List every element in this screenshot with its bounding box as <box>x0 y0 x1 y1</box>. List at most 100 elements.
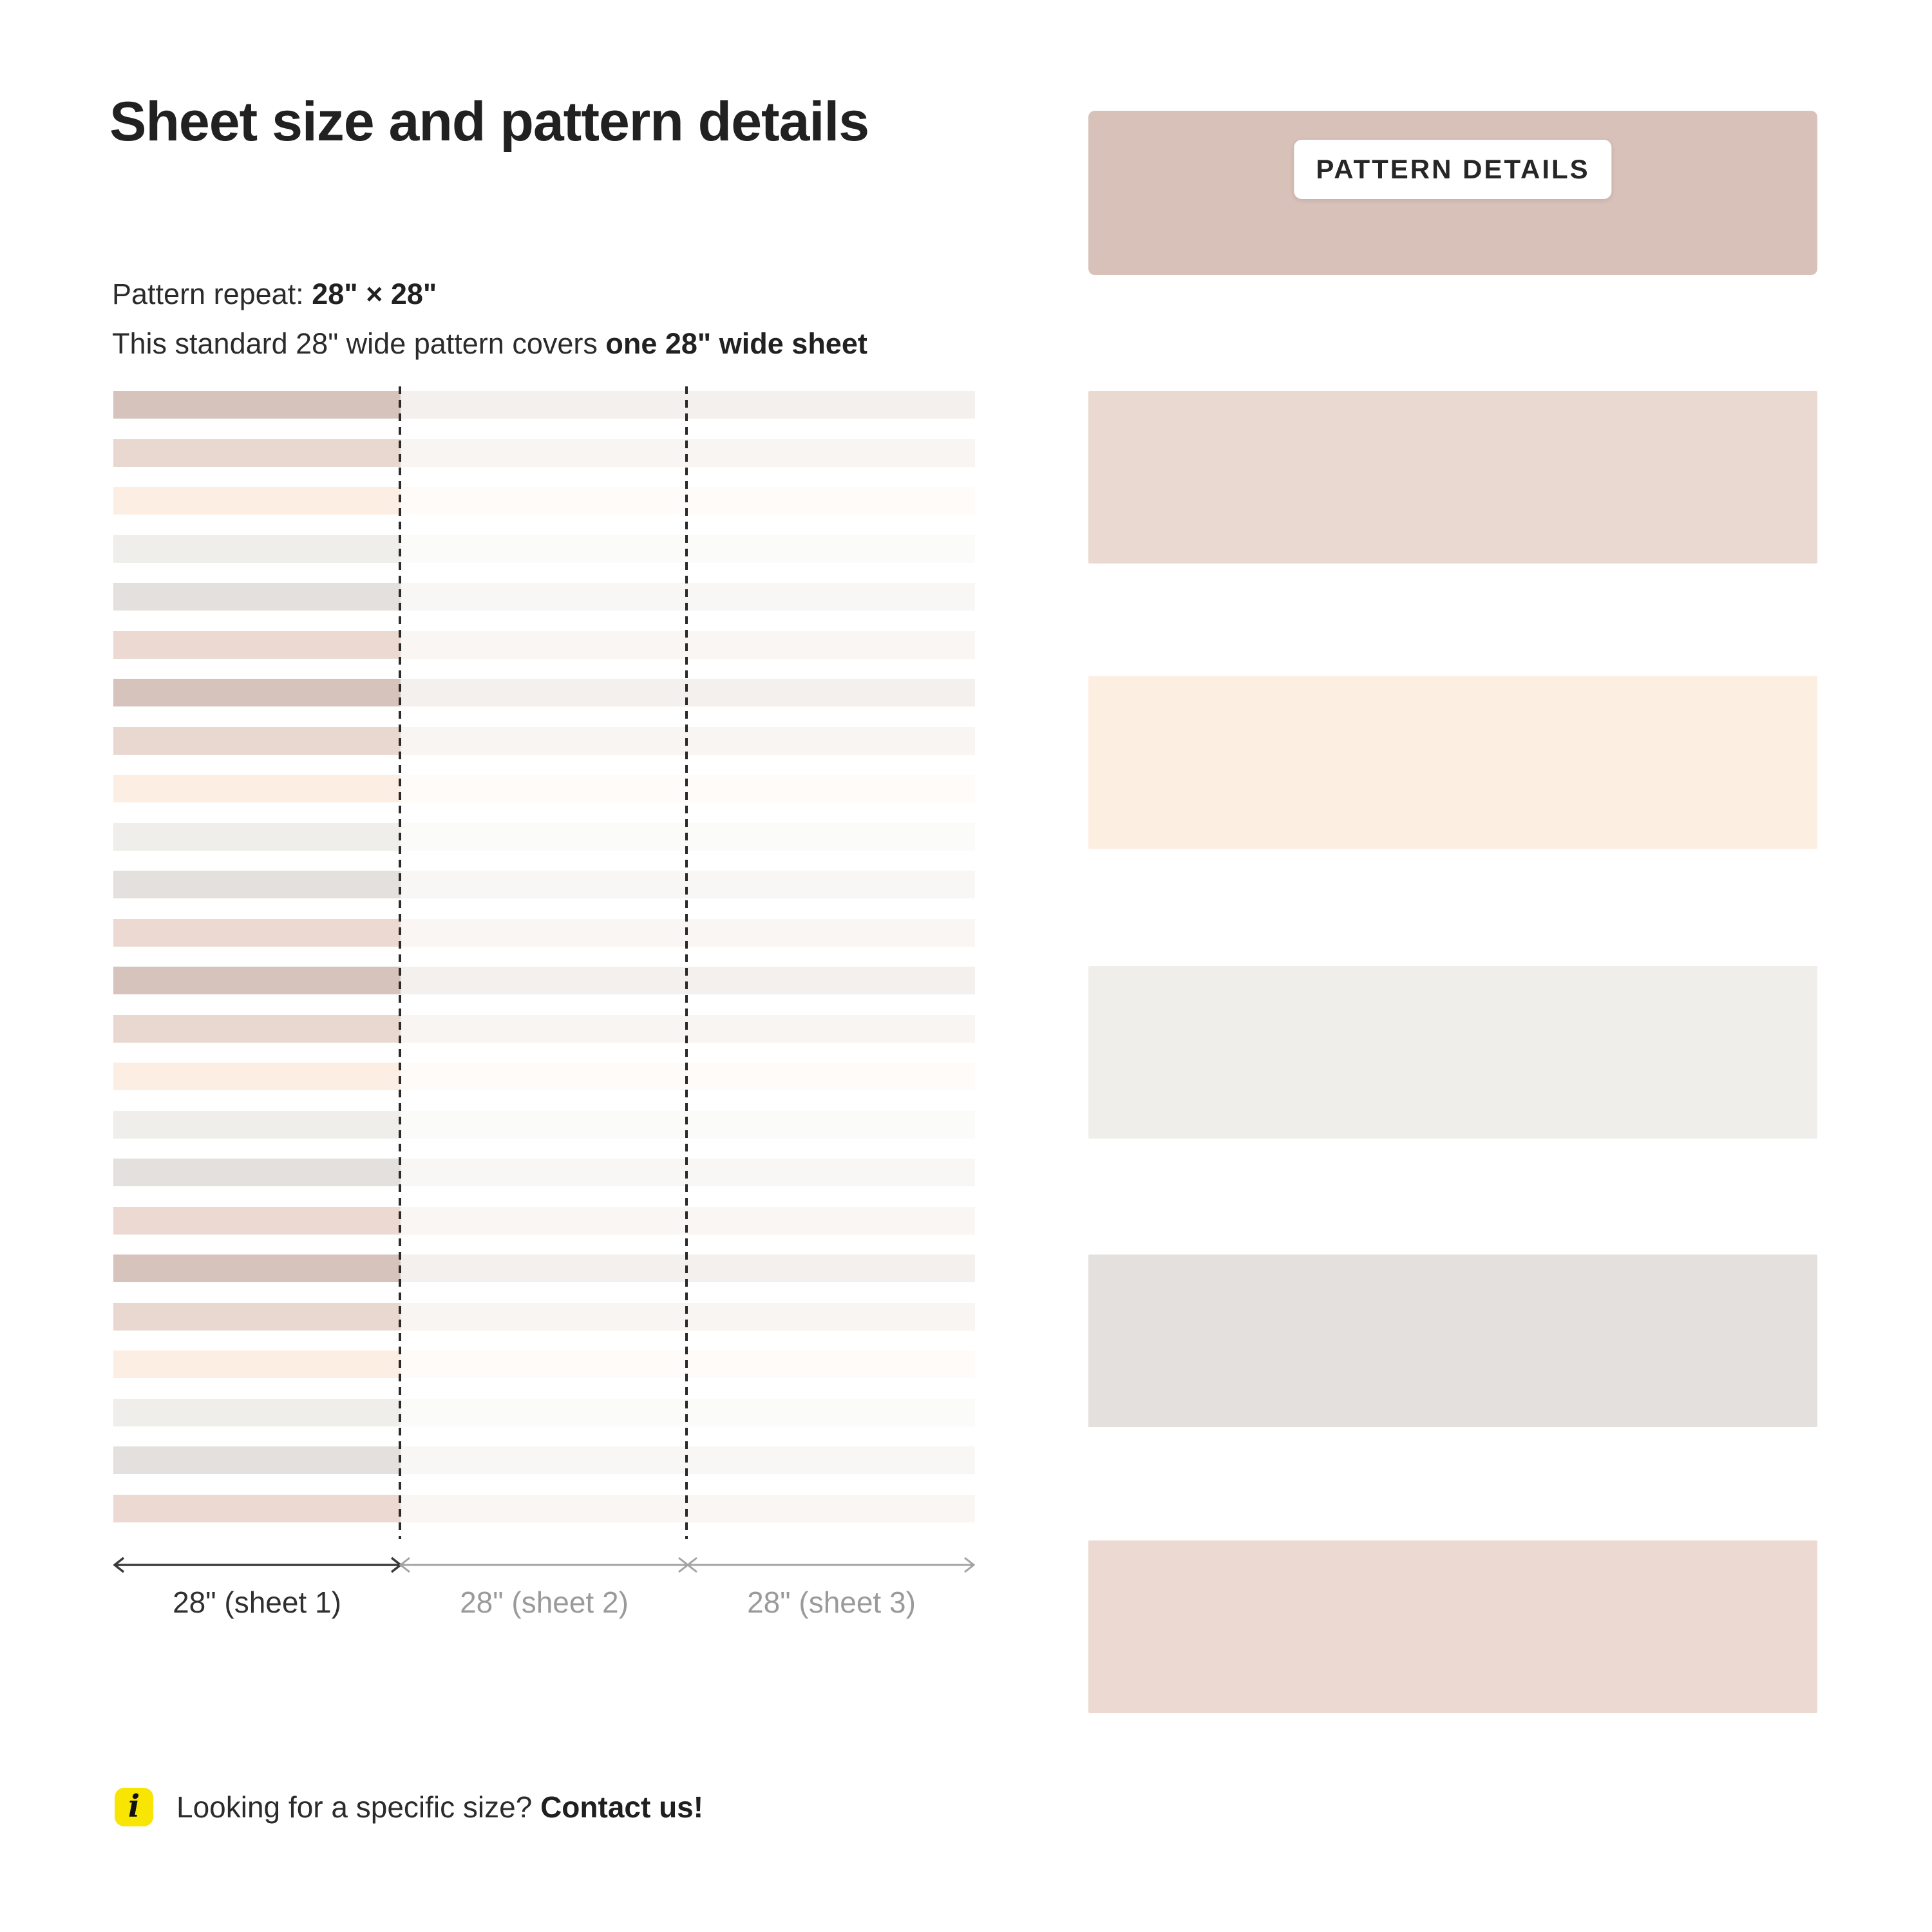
stripe-segment-sheet-2 <box>401 535 688 563</box>
pattern-stripe-row <box>113 1014 975 1043</box>
stripe-segment-sheet-1 <box>113 1350 401 1378</box>
stripe-segment-sheet-2 <box>401 1494 688 1522</box>
color-swatch-4 <box>1088 1255 1817 1427</box>
sheet-1-width-label: 28" (sheet 1) <box>173 1586 341 1619</box>
stripe-segment-sheet-3 <box>688 487 975 515</box>
coverage-line: This standard 28" wide pattern covers on… <box>112 329 867 358</box>
pattern-stripe-row <box>113 487 975 515</box>
stripe-segment-sheet-1 <box>113 439 401 467</box>
stripe-segment-sheet-1 <box>113 583 401 611</box>
coverage-value: one 28" wide sheet <box>605 327 867 360</box>
stripe-segment-sheet-1 <box>113 679 401 706</box>
stripe-segment-sheet-1 <box>113 1398 401 1426</box>
stripe-segment-sheet-3 <box>688 1110 975 1139</box>
coverage-label: This standard 28" wide pattern covers <box>112 327 606 360</box>
pattern-details-band: PATTERN DETAILS <box>1088 111 1817 275</box>
stripe-segment-sheet-1 <box>113 1159 401 1186</box>
stripe-segment-sheet-3 <box>688 583 975 611</box>
color-swatch-3 <box>1088 966 1817 1139</box>
stripe-segment-sheet-3 <box>688 1446 975 1474</box>
sheet-labels-row: 28" (sheet 1) 28" (sheet 2) 28" (sheet 3… <box>113 1585 975 1620</box>
stripe-segment-sheet-2 <box>401 1255 688 1282</box>
stripe-segment-sheet-3 <box>688 535 975 563</box>
stripe-segment-sheet-3 <box>688 1350 975 1378</box>
stripe-segment-sheet-3 <box>688 439 975 467</box>
stripe-segment-sheet-3 <box>688 726 975 755</box>
stripe-segment-sheet-2 <box>401 1014 688 1043</box>
sheet-divider-2 <box>685 386 688 1539</box>
sheet-divider-1 <box>399 386 401 1539</box>
stripe-segment-sheet-2 <box>401 1206 688 1235</box>
stripe-segment-sheet-1 <box>113 391 401 419</box>
pattern-stripe-row <box>113 1398 975 1426</box>
stripe-segment-sheet-1 <box>113 535 401 563</box>
pattern-repeat-value: 28" × 28" <box>312 278 437 310</box>
stripe-segment-sheet-3 <box>688 1063 975 1090</box>
stripe-segment-sheet-1 <box>113 487 401 515</box>
stripe-segment-sheet-2 <box>401 822 688 851</box>
stripe-segment-sheet-2 <box>401 726 688 755</box>
pattern-stripe-row <box>113 1110 975 1139</box>
stripe-segment-sheet-1 <box>113 630 401 659</box>
pattern-details-panel: PATTERN DETAILS <box>1088 0 1817 1932</box>
stripe-segment-sheet-2 <box>401 1446 688 1474</box>
stripe-segment-sheet-1 <box>113 1446 401 1474</box>
stripe-segment-sheet-1 <box>113 1255 401 1282</box>
stripe-segment-sheet-3 <box>688 871 975 898</box>
stripe-segment-sheet-2 <box>401 871 688 898</box>
pattern-stripe-row <box>113 1206 975 1235</box>
stripe-segment-sheet-3 <box>688 918 975 947</box>
pattern-stripe-row <box>113 583 975 611</box>
color-swatch-2 <box>1088 676 1817 849</box>
stripe-segment-sheet-1 <box>113 1110 401 1139</box>
footer-note: i Looking for a specific size? Contact u… <box>115 1788 703 1826</box>
stripe-segment-sheet-3 <box>688 630 975 659</box>
stripe-segment-sheet-3 <box>688 1255 975 1282</box>
stripe-segment-sheet-1 <box>113 967 401 994</box>
stripe-segment-sheet-1 <box>113 822 401 851</box>
pattern-stripe-row <box>113 1446 975 1474</box>
pattern-stripe-row <box>113 1063 975 1090</box>
stripe-segment-sheet-3 <box>688 679 975 706</box>
stripe-segment-sheet-3 <box>688 775 975 802</box>
stripe-segment-sheet-3 <box>688 1159 975 1186</box>
stripe-segment-sheet-2 <box>401 583 688 611</box>
pattern-stripe-row <box>113 1255 975 1282</box>
stripe-segment-sheet-2 <box>401 775 688 802</box>
pattern-stripe-row <box>113 918 975 947</box>
stripe-segment-sheet-2 <box>401 439 688 467</box>
stripe-segment-sheet-1 <box>113 726 401 755</box>
contact-us-link[interactable]: Contact us! <box>540 1790 704 1824</box>
color-swatch-5 <box>1088 1540 1817 1713</box>
stripe-segment-sheet-1 <box>113 1063 401 1090</box>
sheet-2-width-label: 28" (sheet 2) <box>460 1586 629 1619</box>
stripe-segment-sheet-3 <box>688 1302 975 1331</box>
pattern-stripe-row <box>113 679 975 706</box>
stripe-segment-sheet-3 <box>688 1494 975 1522</box>
measurement-arrows <box>113 1557 975 1573</box>
stripe-segment-sheet-1 <box>113 775 401 802</box>
pattern-stripe-row <box>113 871 975 898</box>
stripe-segment-sheet-2 <box>401 1350 688 1378</box>
stripe-segment-sheet-3 <box>688 822 975 851</box>
pattern-stripe-row <box>113 967 975 994</box>
stripe-segment-sheet-2 <box>401 487 688 515</box>
stripe-segment-sheet-2 <box>401 918 688 947</box>
pattern-stripe-row <box>113 1159 975 1186</box>
pattern-stripe-row <box>113 1494 975 1522</box>
stripe-segment-sheet-2 <box>401 679 688 706</box>
sheet-3-width-label: 28" (sheet 3) <box>747 1586 916 1619</box>
pattern-stripe-row <box>113 822 975 851</box>
stripe-segment-sheet-2 <box>401 1110 688 1139</box>
stripe-segment-sheet-2 <box>401 630 688 659</box>
stripe-segment-sheet-2 <box>401 1159 688 1186</box>
stripe-segment-sheet-3 <box>688 391 975 419</box>
stripe-segment-sheet-1 <box>113 1014 401 1043</box>
stripe-segment-sheet-1 <box>113 871 401 898</box>
pattern-stripe-row <box>113 391 975 419</box>
pattern-stripe-diagram <box>113 391 975 1522</box>
page-title: Sheet size and pattern details <box>109 91 869 153</box>
pattern-stripe-row <box>113 1302 975 1331</box>
footer-text: Looking for a specific size? Contact us! <box>176 1788 703 1826</box>
